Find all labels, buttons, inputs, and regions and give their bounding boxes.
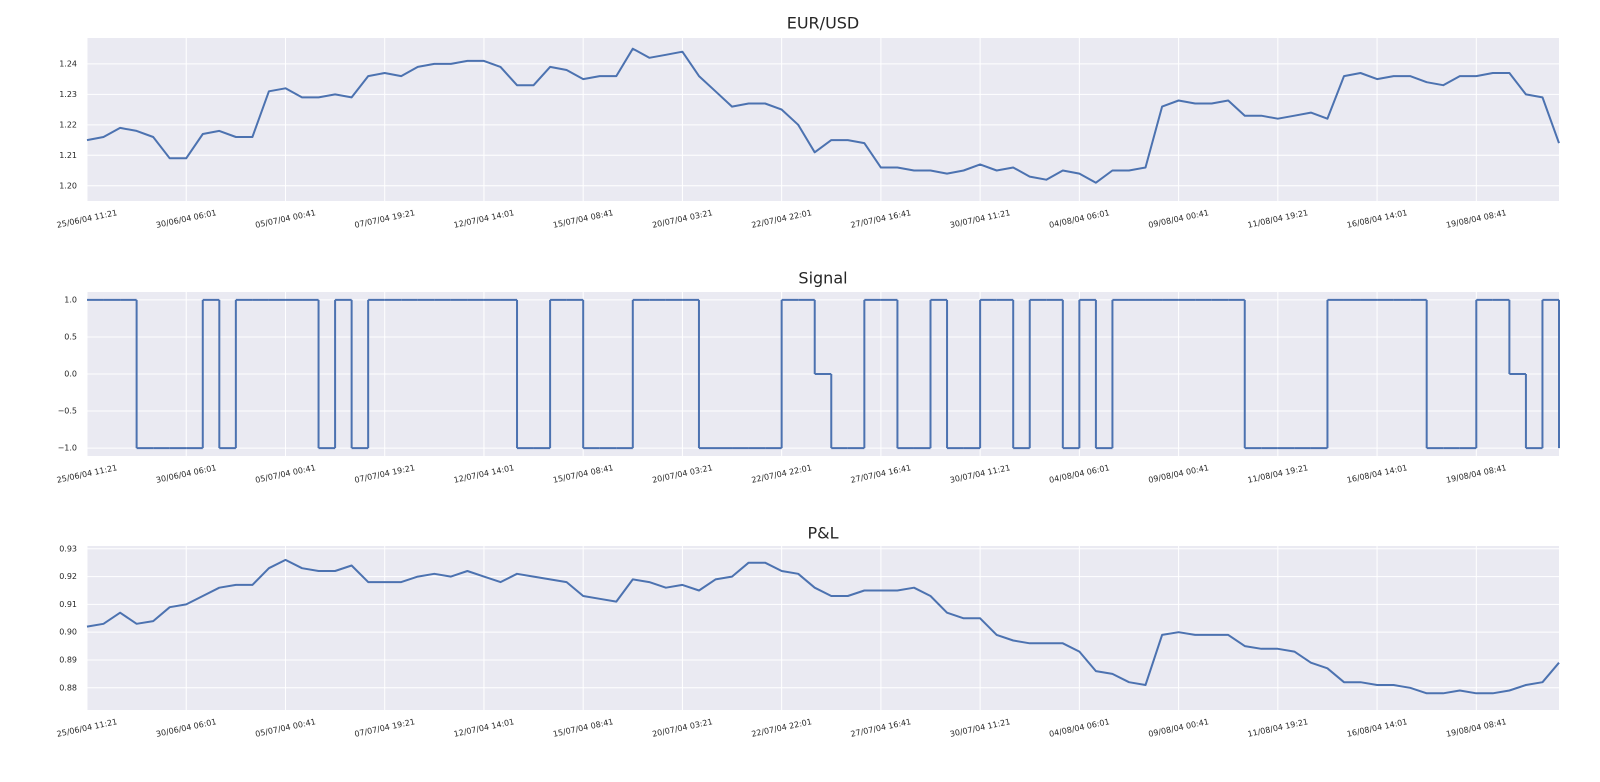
x-tick-label: 30/06/04 06:01 xyxy=(155,208,217,230)
x-tick-label: 11/08/04 19:21 xyxy=(1247,717,1309,739)
x-tick-label: 15/07/04 08:41 xyxy=(552,717,614,739)
chart-title: EUR/USD xyxy=(787,14,860,33)
x-tick-label: 27/07/04 16:41 xyxy=(850,717,912,739)
y-tick-label: −1.0 xyxy=(58,444,77,453)
subplot: EUR/USD 1.20 1.21 1.22 1.23 1.24 25/06/04 11:2… xyxy=(56,14,1560,230)
y-tick-label: 0.0 xyxy=(64,370,77,379)
x-tick-label: 12/07/04 14:01 xyxy=(453,717,515,739)
y-tick-label: 0.93 xyxy=(59,544,77,553)
x-tick-label: 04/08/04 06:01 xyxy=(1048,208,1110,230)
x-tick-label: 11/08/04 19:21 xyxy=(1247,463,1309,485)
x-tick-label: 22/07/04 22:01 xyxy=(751,717,813,739)
y-tick-label: 0.88 xyxy=(59,683,77,692)
x-tick-label: 30/07/04 11:21 xyxy=(949,463,1011,485)
y-tick-label: 1.23 xyxy=(59,90,77,99)
x-tick-label: 20/07/04 03:21 xyxy=(651,208,713,230)
y-tick-label: 1.21 xyxy=(59,151,77,160)
x-tick-label: 30/07/04 11:21 xyxy=(949,208,1011,230)
x-tick-label: 25/06/04 11:21 xyxy=(56,208,118,230)
y-tick-label: 0.90 xyxy=(59,628,77,637)
y-tick-label: 1.0 xyxy=(64,295,77,304)
series-line xyxy=(86,47,1560,184)
x-tick-label: 16/08/04 14:01 xyxy=(1346,717,1408,739)
x-tick-label: 25/06/04 11:21 xyxy=(56,717,118,739)
series-line xyxy=(86,558,1560,695)
y-tick-label: 1.22 xyxy=(59,120,77,129)
x-tick-label: 09/08/04 00:41 xyxy=(1148,463,1210,485)
subplot: P&L 0.88 0.89 0.90 0.91 0.92 0.93 25/06/04 11:2… xyxy=(56,524,1560,739)
x-tick-label: 09/08/04 00:41 xyxy=(1148,717,1210,739)
x-tick-label: 04/08/04 06:01 xyxy=(1048,717,1110,739)
x-tick-label: 27/07/04 16:41 xyxy=(850,463,912,485)
x-tick-label: 07/07/04 19:21 xyxy=(354,717,416,739)
x-tick-label: 30/06/04 06:01 xyxy=(155,717,217,739)
x-tick-label: 16/08/04 14:01 xyxy=(1346,208,1408,230)
subplot: Signal −1.0 −0.5 0.0 0.5 1.0 25/06/04 11:21 30/… xyxy=(56,269,1560,485)
plot-area xyxy=(87,546,1559,710)
x-tick-label: 22/07/04 22:01 xyxy=(751,208,813,230)
x-tick-label: 19/08/04 08:41 xyxy=(1445,208,1507,230)
x-tick-label: 11/08/04 19:21 xyxy=(1247,208,1309,230)
x-tick-label: 04/08/04 06:01 xyxy=(1048,463,1110,485)
y-tick-label: 0.91 xyxy=(59,600,77,609)
x-tick-label: 05/07/04 00:41 xyxy=(254,717,316,739)
x-tick-label: 27/07/04 16:41 xyxy=(850,208,912,230)
x-tick-label: 15/07/04 08:41 xyxy=(552,208,614,230)
x-tick-label: 12/07/04 14:01 xyxy=(453,463,515,485)
x-tick-label: 05/07/04 00:41 xyxy=(254,463,316,485)
x-tick-label: 20/07/04 03:21 xyxy=(651,717,713,739)
x-tick-label: 19/08/04 08:41 xyxy=(1445,463,1507,485)
x-tick-label: 15/07/04 08:41 xyxy=(552,463,614,485)
chart-title: P&L xyxy=(807,524,838,543)
x-tick-label: 05/07/04 00:41 xyxy=(254,208,316,230)
x-tick-label: 19/08/04 08:41 xyxy=(1445,717,1507,739)
x-tick-label: 30/07/04 11:21 xyxy=(949,717,1011,739)
y-tick-label: 0.89 xyxy=(59,655,77,664)
plot-area xyxy=(87,38,1559,201)
x-tick-label: 30/06/04 06:01 xyxy=(155,463,217,485)
x-tick-label: 16/08/04 14:01 xyxy=(1346,463,1408,485)
x-tick-label: 09/08/04 00:41 xyxy=(1148,208,1210,230)
x-tick-label: 07/07/04 19:21 xyxy=(354,208,416,230)
x-tick-label: 07/07/04 19:21 xyxy=(354,463,416,485)
x-tick-label: 12/07/04 14:01 xyxy=(453,208,515,230)
y-tick-label: 1.20 xyxy=(59,181,77,190)
y-tick-label: 0.5 xyxy=(64,332,77,341)
y-tick-label: −0.5 xyxy=(58,407,77,416)
chart-title: Signal xyxy=(798,269,847,288)
x-tick-label: 25/06/04 11:21 xyxy=(56,463,118,485)
x-tick-label: 20/07/04 03:21 xyxy=(651,463,713,485)
x-tick-label: 22/07/04 22:01 xyxy=(751,463,813,485)
y-tick-label: 0.92 xyxy=(59,572,77,581)
y-tick-label: 1.24 xyxy=(59,59,77,68)
